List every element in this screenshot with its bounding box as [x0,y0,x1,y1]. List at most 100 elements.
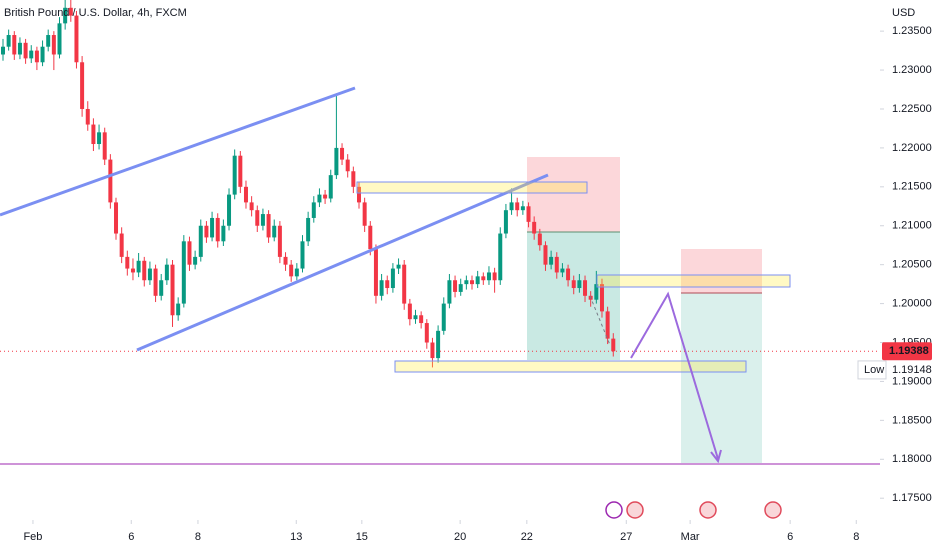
candle-body [373,249,378,296]
y-tick-label: 1.18500 [892,414,932,426]
stop-zone [681,249,762,293]
candle-body [396,264,401,269]
candle-body [577,280,582,289]
candle-body [255,210,260,226]
arrow-head [710,449,722,464]
candle-body [328,175,333,199]
candle-body [549,256,554,265]
candle-body [63,7,68,24]
y-tick-label: 1.22000 [892,142,932,154]
candle-body [351,171,356,187]
candle-body [294,268,299,277]
candle-body [164,264,169,281]
candle-body [520,206,525,211]
candle-body [379,280,384,296]
candle-body [91,124,96,145]
low-value: 1.19148 [892,364,932,376]
candle-body [532,221,537,234]
candle-body [34,50,39,63]
candle-body [390,268,395,289]
candle-body [515,202,520,211]
candle-body [266,214,271,238]
x-tick-label: 13 [290,531,302,543]
candle-body [108,159,113,203]
candle-body [594,284,599,300]
x-tick-label: 15 [356,531,368,543]
candle-body [23,42,28,59]
candle-body [85,108,90,125]
candle-body [170,264,175,316]
candle-body [311,202,316,218]
channel-line [0,86,356,217]
candle-body [40,46,45,63]
candle-body [583,280,588,296]
projection [589,295,611,346]
candle-body [187,241,192,265]
candle-body [317,194,322,203]
y-tick-label: 1.23000 [892,64,932,76]
candle-body [509,202,514,211]
path-arrow [630,291,719,460]
candle-body [306,217,311,242]
candle-body [447,280,452,304]
candle-body [407,303,412,320]
candle-body [481,276,486,281]
last-price-box [882,342,932,361]
candle-body [221,225,226,242]
candle-body [537,233,542,246]
overlay [0,86,791,519]
candle-body [362,202,367,226]
candle-body [46,35,51,47]
candle-body [243,186,248,203]
candle-body [464,280,469,285]
candle-body [68,7,73,16]
candle-body [153,268,158,296]
candle-body [543,245,548,265]
candle-body [611,338,616,352]
x-tick-label: 8 [195,531,201,543]
candle-body [238,155,243,187]
candle-body [385,280,390,289]
candle-body [334,147,339,176]
candle-body [323,194,328,199]
candle-body [566,268,571,281]
candle-body [74,15,79,63]
candle-body [17,42,22,55]
y-tick-label: 1.20000 [892,297,932,309]
candle-body [159,280,164,296]
x-tick-label: Feb [23,531,42,543]
zone [356,181,588,194]
candle-body [102,132,107,160]
candle-body [492,272,497,281]
candle-body [599,284,604,312]
drawings [0,157,880,465]
low-label: Low [864,364,884,376]
y-tick-label: 1.17500 [892,492,932,504]
candle-body [232,155,237,195]
candle-body [340,147,345,160]
y-tick-label: 1.19000 [892,375,932,387]
candle-body [204,225,209,238]
candle-body [470,280,475,285]
candle-body [193,256,198,265]
candle-body [260,214,265,226]
candle-body [571,280,576,289]
y-tick-label: 1.20500 [892,259,932,271]
candle-body [227,194,232,226]
candle-body [51,35,56,55]
x-tick-label: 27 [620,531,632,543]
last-price-label: 1.19388 [889,345,929,357]
candle-body [458,284,463,292]
candle-body [605,311,610,339]
candle-body [475,276,480,285]
candle-body [430,342,435,359]
zone [394,360,747,373]
event-icons [605,501,782,519]
candle-body [97,132,102,145]
y-tick-label: 1.21500 [892,181,932,193]
candle-body [419,315,424,324]
candle-body [272,225,277,238]
